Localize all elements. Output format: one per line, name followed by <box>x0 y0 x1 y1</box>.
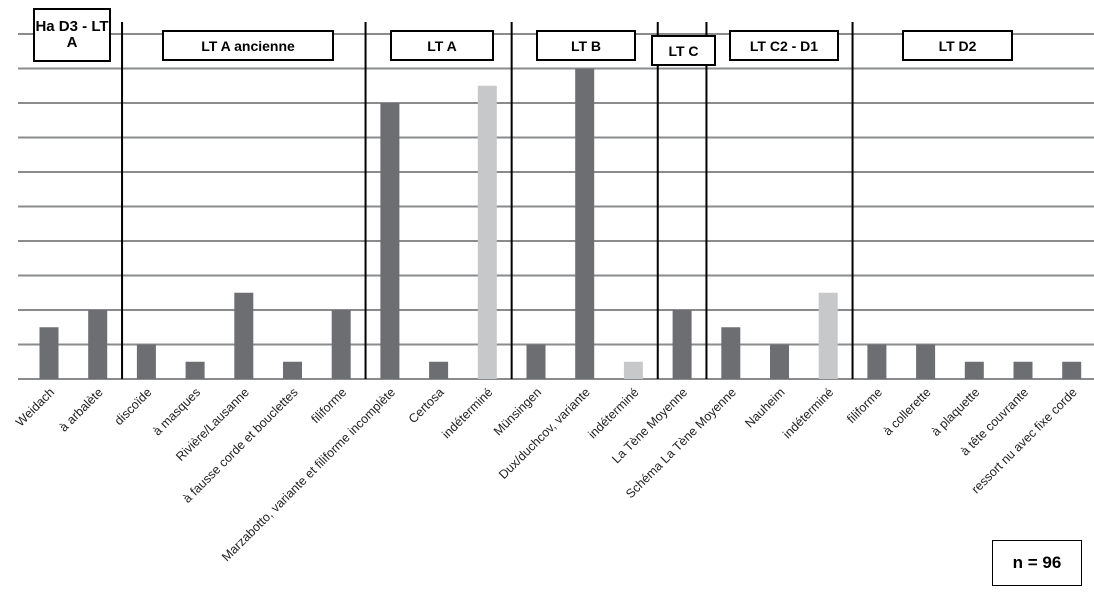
bar <box>575 68 595 379</box>
bar <box>283 361 302 379</box>
bar <box>1062 361 1082 379</box>
bar <box>185 361 205 379</box>
x-tick-label: filiforme <box>308 385 349 426</box>
x-tick-label: Certosa <box>406 385 447 426</box>
bar <box>770 344 789 379</box>
bar <box>380 103 400 379</box>
x-tick-label: Weidach <box>13 385 57 429</box>
x-tick-label: Dux/duchcov, variante <box>496 385 593 482</box>
period-label-lt-b: LT B <box>536 30 636 61</box>
x-tick-label: Marzabotto, variante et filiforme incomp… <box>219 385 398 564</box>
bar <box>964 361 984 379</box>
bar <box>39 327 59 379</box>
period-label-lt-c2-d1: LT C2 - D1 <box>729 30 839 61</box>
x-tick-label: filiforme <box>844 385 885 426</box>
bar <box>672 310 692 379</box>
sample-size-box: n = 96 <box>992 540 1082 586</box>
bar <box>1013 361 1033 379</box>
gridlines <box>18 33 1094 380</box>
bar <box>234 292 254 379</box>
x-tick-label: à masques <box>150 385 203 438</box>
bar <box>867 344 887 379</box>
bar <box>623 361 643 379</box>
x-tick-label: Münsingen <box>491 385 544 438</box>
bar <box>429 361 449 379</box>
period-label-lt-c: LT C <box>651 35 716 66</box>
bar <box>477 85 497 379</box>
x-tick-label: indéterminé <box>780 385 836 441</box>
period-dividers <box>121 22 854 379</box>
x-tick-label: indéterminé <box>439 385 495 441</box>
bar <box>916 344 936 379</box>
bar <box>331 310 351 379</box>
bar <box>88 310 108 379</box>
bar <box>136 344 156 379</box>
bar <box>526 344 546 379</box>
period-label-lt-a: LT A <box>390 30 494 61</box>
period-label-lt-a-ancienne: LT A ancienne <box>162 30 334 61</box>
bar <box>721 327 741 379</box>
period-label-ha-d3-lt-a: Ha D3 - LT A <box>33 8 111 62</box>
bars <box>39 68 1082 379</box>
period-label-lt-d2: LT D2 <box>902 30 1013 61</box>
x-tick-label: à collerette <box>881 385 934 438</box>
bar <box>818 292 838 379</box>
x-tick-label: Nauheim <box>742 385 787 430</box>
x-tick-label: discoïde <box>112 385 155 428</box>
x-tick-label: à arbalète <box>57 385 106 434</box>
